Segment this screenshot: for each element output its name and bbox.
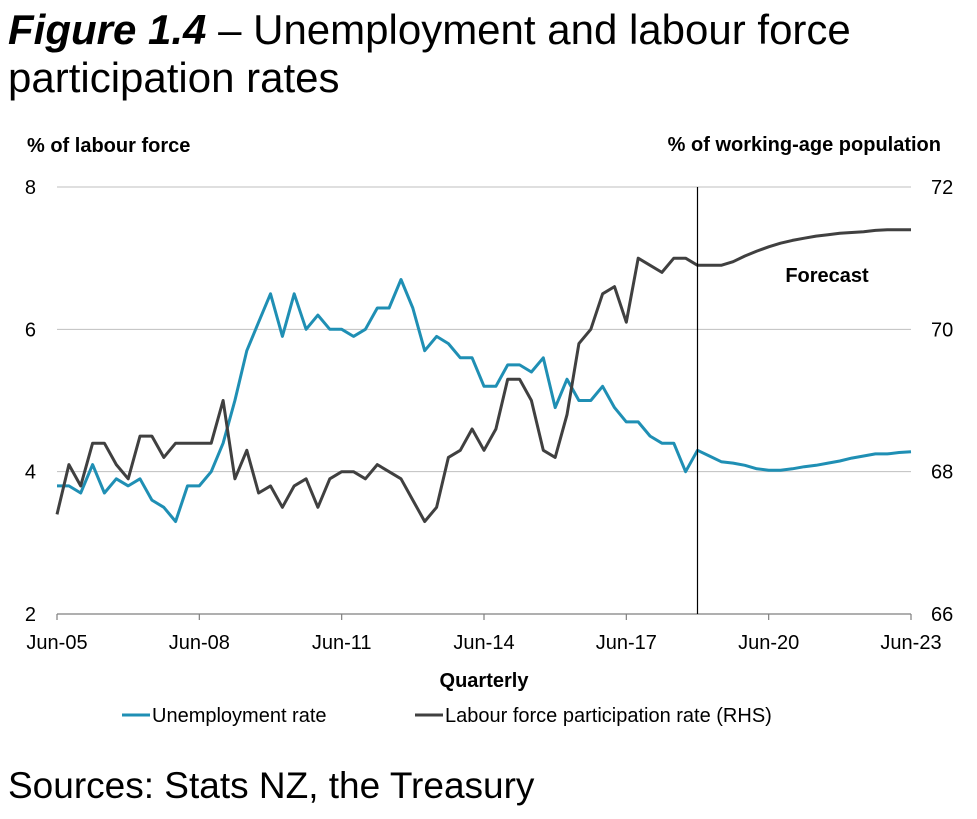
x-tick-label: Jun-23 — [880, 632, 941, 654]
left-axis-label: % of labour force — [27, 135, 190, 157]
x-tick-label: Jun-08 — [169, 632, 230, 654]
y-tick-label-right: 70 — [931, 319, 953, 341]
x-tick-label: Jun-11 — [312, 632, 372, 654]
figure-title: Figure 1.4 – Unemployment and labour for… — [8, 6, 968, 102]
gridlines — [57, 186, 911, 473]
y-tick-labels: 2 66 4 68 6 70 8 72 — [25, 177, 953, 626]
x-tick-label: Jun-17 — [596, 632, 657, 654]
x-tick-label: Jun-20 — [738, 632, 799, 654]
line-chart: % of labour force % of working-age popul… — [25, 134, 953, 727]
forecast-label: Forecast — [785, 265, 869, 287]
participation-rate-line — [55, 228, 911, 523]
figure-dash: – — [206, 6, 254, 53]
series-lines — [55, 228, 912, 523]
unemployment-rate-line — [57, 278, 912, 523]
y-tick-label-left: 2 — [25, 604, 36, 626]
x-tick-label: Jun-05 — [26, 632, 87, 654]
y-tick-label-left: 8 — [25, 177, 36, 199]
sources-note: Sources: Stats NZ, the Treasury — [8, 765, 535, 806]
figure-label: Figure 1.4 — [8, 6, 207, 53]
x-tick-label: Jun-14 — [453, 632, 514, 654]
legend: Unemployment rate Labour force participat… — [122, 705, 772, 727]
y-tick-label-left: 6 — [25, 319, 36, 341]
y-tick-label-left: 4 — [25, 462, 36, 484]
legend-participation-label: Labour force participation rate (RHS) — [445, 705, 772, 727]
right-axis-label: % of working-age population — [668, 134, 941, 156]
x-axis: Jun-05 Jun-08 Jun-11 Jun-14 Jun-17 Jun-20 Jun-… — [26, 613, 942, 654]
legend-unemployment-label: Unemployment rate — [152, 705, 327, 727]
x-axis-label: Quarterly — [440, 670, 530, 692]
y-tick-label-right: 66 — [931, 604, 953, 626]
y-tick-label-right: 72 — [931, 177, 953, 199]
figure-title-text: Unemployment and labour force participat… — [8, 6, 851, 101]
y-tick-label-right: 68 — [931, 462, 953, 484]
